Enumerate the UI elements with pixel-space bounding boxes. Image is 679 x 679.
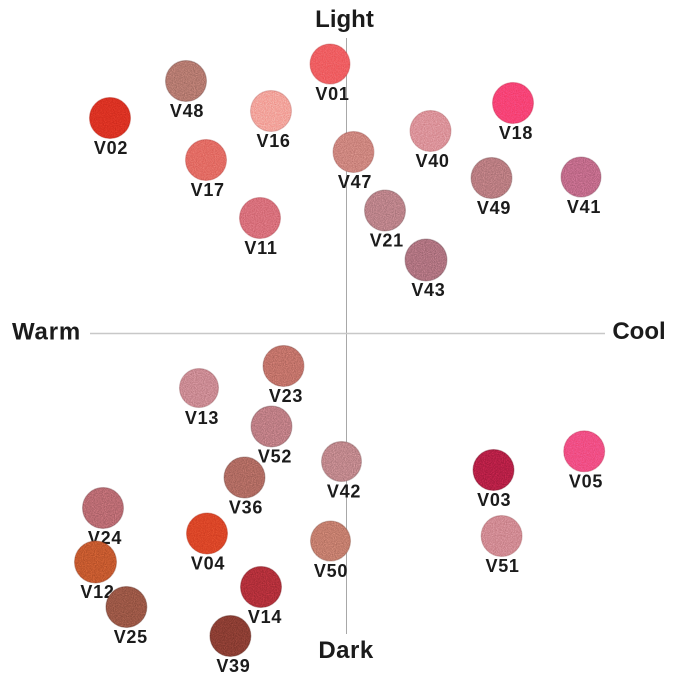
svg-text:V50: V50 xyxy=(314,561,348,581)
svg-text:V03: V03 xyxy=(477,490,511,510)
svg-text:V17: V17 xyxy=(191,180,225,200)
svg-text:V41: V41 xyxy=(567,197,601,217)
svg-text:V52: V52 xyxy=(258,447,292,467)
svg-text:V51: V51 xyxy=(486,556,520,576)
svg-text:V21: V21 xyxy=(370,231,404,251)
svg-text:V23: V23 xyxy=(269,386,303,406)
svg-text:V43: V43 xyxy=(411,280,445,300)
svg-text:V02: V02 xyxy=(94,138,128,158)
svg-text:V18: V18 xyxy=(499,123,533,143)
svg-text:Cool: Cool xyxy=(612,318,665,345)
svg-text:V01: V01 xyxy=(315,84,349,104)
svg-text:V47: V47 xyxy=(338,172,372,192)
svg-text:V04: V04 xyxy=(191,554,225,574)
svg-text:V48: V48 xyxy=(170,101,204,121)
svg-text:V05: V05 xyxy=(569,472,603,492)
svg-text:V40: V40 xyxy=(416,151,450,171)
svg-text:V49: V49 xyxy=(477,198,511,218)
svg-text:V25: V25 xyxy=(114,627,148,647)
svg-text:V39: V39 xyxy=(216,656,250,676)
svg-text:V11: V11 xyxy=(244,238,277,258)
svg-text:V42: V42 xyxy=(327,482,361,502)
svg-text:Warm: Warm xyxy=(12,319,81,346)
svg-text:Light: Light xyxy=(315,6,374,33)
svg-text:V13: V13 xyxy=(185,408,219,428)
svg-text:V14: V14 xyxy=(248,607,282,627)
svg-text:V12: V12 xyxy=(80,582,114,602)
svg-text:Dark: Dark xyxy=(318,637,374,664)
svg-text:V16: V16 xyxy=(257,131,291,151)
svg-text:V36: V36 xyxy=(229,498,263,518)
